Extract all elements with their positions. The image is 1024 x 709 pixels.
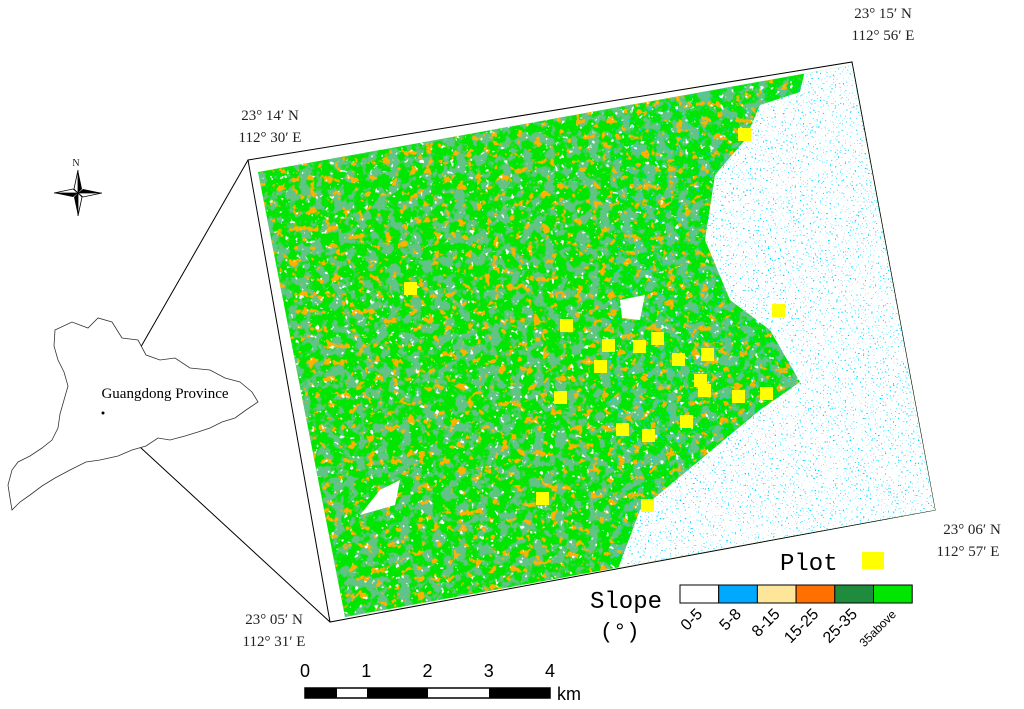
- slope-unit: (°): [600, 620, 640, 645]
- slope-class-label: 35above: [857, 607, 900, 650]
- plot-swatch: [862, 552, 884, 569]
- slope-swatch: [873, 584, 913, 604]
- flat-patch: [620, 295, 645, 320]
- slope-swatch: [834, 584, 874, 604]
- inset-label: Guangdong Province: [101, 386, 228, 402]
- scale-tick-label: 4: [545, 661, 555, 681]
- study-site: [101, 411, 105, 415]
- plot: [680, 415, 693, 428]
- plot: [642, 429, 655, 442]
- coord-lon: 112° 56′ E: [852, 28, 915, 44]
- plot: [594, 360, 607, 373]
- slope-raster: [258, 65, 935, 617]
- coord-lon: 112° 57′ E: [937, 544, 1000, 560]
- coord-lat: 23° 06′ N: [943, 522, 1001, 538]
- scale-tick-label: 2: [422, 661, 432, 681]
- plot: [760, 387, 773, 400]
- slope-swatch: [756, 584, 797, 604]
- flat-patch: [360, 480, 400, 515]
- coord-lat: 23° 05′ N: [245, 612, 303, 628]
- plot: [536, 492, 549, 505]
- plot: [732, 390, 745, 403]
- coord-lat: 23° 14′ N: [241, 108, 299, 124]
- plot: [672, 353, 685, 366]
- scale-tick-label: 1: [361, 661, 371, 681]
- scale-tick-label: 3: [484, 661, 494, 681]
- slope-class-label: 0-5: [678, 606, 706, 634]
- slope-class-label: 8-15: [749, 606, 784, 641]
- slope-5-8: [610, 65, 935, 590]
- plot: [772, 304, 785, 317]
- coord-lon: 112° 31′ E: [243, 634, 306, 650]
- plot: [602, 339, 615, 352]
- coord-lat: 23° 15′ N: [854, 6, 912, 22]
- north-arrow: [53, 169, 103, 217]
- plot: [404, 282, 417, 295]
- scale-labels: 0 1 2 3 4km: [300, 661, 581, 704]
- plot: [698, 384, 711, 397]
- coord-lon: 112° 30′ E: [239, 130, 302, 146]
- plot-label: Plot: [780, 551, 838, 578]
- slope-title: Slope: [590, 589, 662, 616]
- plot: [701, 348, 714, 361]
- slope-swatch: [795, 584, 836, 604]
- guangdong-outline: [7, 317, 259, 511]
- slope-class-label: 15-25: [781, 606, 822, 647]
- slope-swatch: [718, 584, 758, 604]
- plot: [633, 340, 646, 353]
- slope-swatch: [679, 584, 720, 604]
- plot: [651, 332, 664, 345]
- plot: [641, 499, 654, 512]
- plot: [554, 391, 567, 404]
- scale-tick-label: 0: [300, 661, 310, 681]
- plots: [404, 128, 785, 512]
- scale-bar: [304, 687, 551, 699]
- plot: [694, 374, 707, 387]
- north-label: N: [72, 158, 79, 169]
- scale-unit: km: [557, 684, 581, 704]
- slope-class-label: 25-35: [820, 606, 861, 647]
- slope-class-label: 5-8: [717, 606, 745, 634]
- plot: [616, 423, 629, 436]
- plot: [560, 319, 573, 332]
- plot: [738, 128, 751, 141]
